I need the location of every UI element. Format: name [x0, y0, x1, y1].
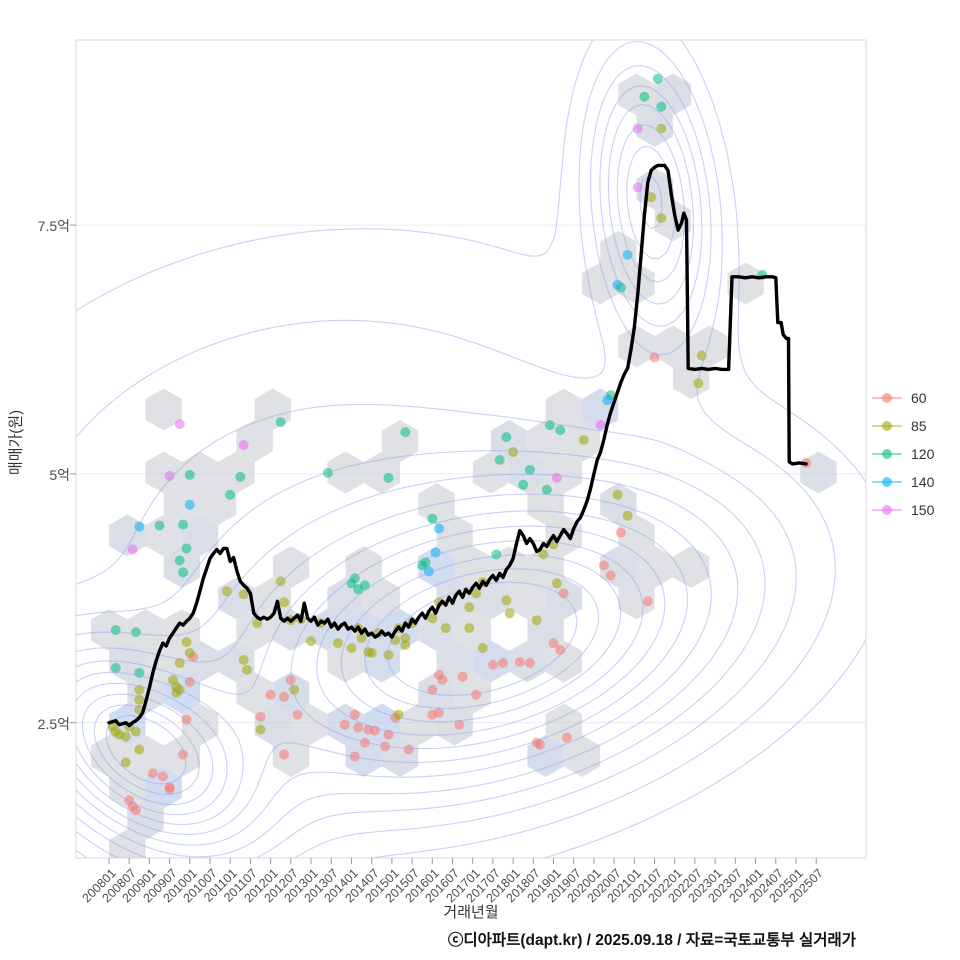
y-tick-label: 2.5억: [37, 715, 70, 732]
legend-key-120: [872, 447, 902, 461]
axis-ticks: [70, 224, 817, 864]
legend-item-60: 60: [872, 384, 934, 412]
legend-item-140: 140: [872, 468, 934, 496]
legend-key-60: [872, 391, 902, 405]
y-tick-label: 5억: [49, 466, 70, 483]
legend-label: 140: [911, 474, 935, 490]
legend-dot-icon: [882, 449, 892, 459]
legend-dot-icon: [882, 421, 892, 431]
legend-dot-icon: [882, 505, 892, 515]
legend-item-120: 120: [872, 440, 934, 468]
legend-item-85: 85: [872, 412, 934, 440]
panel-border: [75, 39, 867, 859]
legend-key-85: [872, 419, 902, 433]
contour-layer: [76, 40, 866, 858]
legend-label: 85: [911, 418, 927, 434]
legend-item-150: 150: [872, 496, 934, 524]
median-price-line: [107, 163, 808, 728]
legend: 60 85 120 140 150: [872, 384, 934, 524]
legend-dot-icon: [882, 393, 892, 403]
legend-dot-icon: [882, 477, 892, 487]
legend-key-150: [872, 503, 902, 517]
legend-key-140: [872, 475, 902, 489]
x-axis-title: 거래년월: [443, 904, 499, 921]
chart-caption: ⓒ디아파트(dapt.kr) / 2025.09.18 / 자료=국토교통부 실…: [447, 932, 856, 949]
legend-label: 150: [911, 502, 935, 518]
legend-label: 60: [911, 390, 927, 406]
legend-label: 120: [911, 446, 935, 462]
y-tick-label: 7.5억: [37, 218, 70, 235]
